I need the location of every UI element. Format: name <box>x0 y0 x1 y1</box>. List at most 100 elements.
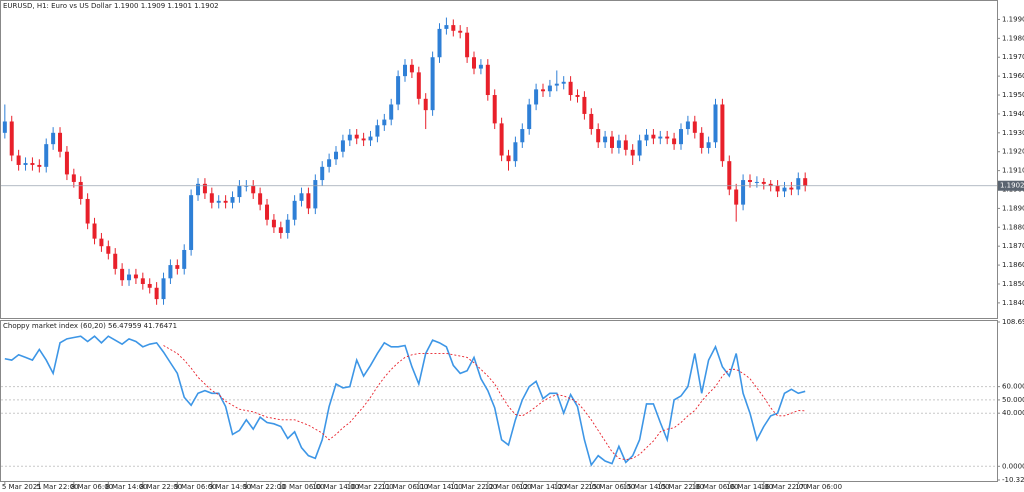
candle-body <box>492 95 497 124</box>
x-tick-label: 8 Mar 22:00 <box>140 483 182 491</box>
candle-body <box>451 25 456 31</box>
candle-body <box>313 180 318 209</box>
candle-body <box>782 187 787 192</box>
candle-body <box>706 142 711 148</box>
candle-body <box>99 238 104 247</box>
x-tick-label: 17 Mar 06:00 <box>795 483 842 491</box>
candle-body <box>334 151 339 160</box>
candle-body <box>678 129 683 145</box>
candle-body <box>140 278 145 284</box>
candle-body <box>409 64 414 73</box>
candle-body <box>437 28 442 58</box>
candle-body <box>444 25 449 29</box>
candle-body <box>430 57 435 111</box>
candle-body <box>189 195 194 250</box>
candle-body <box>775 185 780 192</box>
candle-body <box>278 227 283 233</box>
y-tick-label: 1.1910 <box>1002 167 1024 175</box>
current-price-box <box>998 180 1024 191</box>
y-tick-label: 60.00000 <box>1002 383 1024 391</box>
candle-body <box>354 134 359 139</box>
y-tick-label: 1.1930 <box>1002 129 1024 137</box>
candle-body <box>699 132 704 148</box>
candle-body <box>609 136 614 148</box>
candle-body <box>375 125 380 137</box>
candle-body <box>389 104 394 120</box>
candle-body <box>485 64 490 96</box>
candle-body <box>196 183 201 196</box>
candle-body <box>58 132 63 152</box>
price-title: EURUSD, H1: Euro vs US Dollar 1.1900 1.1… <box>3 2 219 10</box>
x-tick-label: 15 Mar 06:00 <box>588 483 635 491</box>
x-tick-label: 11 Mar 06:00 <box>381 483 428 491</box>
candle-body <box>44 144 49 167</box>
candle-body <box>796 178 801 190</box>
candle-body <box>616 140 621 148</box>
y-tick-label: 108.69037 <box>1002 318 1024 326</box>
candle-body <box>285 219 290 233</box>
candle-body <box>30 163 35 165</box>
candle-body <box>2 121 7 133</box>
y-tick-label: 40.00000 <box>1002 409 1024 417</box>
candle-body <box>596 129 601 143</box>
candle-body <box>161 278 166 300</box>
x-tick-label: 12 Mar 14:00 <box>519 483 566 491</box>
candle-body <box>175 265 180 269</box>
x-tick-label: 8 Mar 06:00 <box>71 483 113 491</box>
candle-body <box>644 134 649 141</box>
y-tick-label: 1.1860 <box>1002 261 1024 269</box>
candle-body <box>768 183 773 186</box>
indicator-title: Choppy market index (60,20) 56.47959 41.… <box>3 322 177 330</box>
candle-body <box>299 193 304 201</box>
candle-body <box>630 149 635 156</box>
candle-body <box>423 98 428 111</box>
candle-body <box>396 76 401 105</box>
candle-body <box>223 200 228 203</box>
candle-body <box>747 180 752 182</box>
current-price-label: 1.1902 <box>1000 182 1024 190</box>
candle-body <box>713 104 718 143</box>
x-tick-label: 16 Mar 22:00 <box>761 483 808 491</box>
candle-body <box>803 178 808 186</box>
x-tick-label: 12 Mar 06:00 <box>485 483 532 491</box>
y-tick-label: 1.1850 <box>1002 280 1024 288</box>
candle-body <box>568 81 573 96</box>
candle-body <box>9 121 14 156</box>
candle-body <box>623 140 628 150</box>
candle-body <box>209 193 214 203</box>
candle-body <box>78 181 83 199</box>
candle-body <box>720 104 725 162</box>
y-tick-label: 1.1880 <box>1002 223 1024 231</box>
candle-body <box>499 123 504 156</box>
x-tick-label: 12 Mar 22:00 <box>554 483 601 491</box>
x-tick-label: 9 Mar 06:00 <box>174 483 216 491</box>
x-tick-label: 10 Mar 06:00 <box>278 483 325 491</box>
candle-body <box>202 183 207 194</box>
x-tick-label: 11 Mar 22:00 <box>450 483 497 491</box>
x-tick-label: 15 Mar 14:00 <box>623 483 670 491</box>
y-tick-label: -10.32000 <box>1002 476 1024 484</box>
candle-body <box>271 219 276 228</box>
candle-body <box>382 119 387 126</box>
y-tick-label: 1.1950 <box>1002 91 1024 99</box>
x-tick-label: 8 Mar 14:00 <box>105 483 147 491</box>
candle-body <box>637 140 642 156</box>
candle-body <box>416 72 421 99</box>
candle-body <box>306 193 311 209</box>
candle-body <box>692 121 697 133</box>
candle-body <box>672 138 677 145</box>
y-tick-label: 1.1840 <box>1002 299 1024 307</box>
indicator-line <box>4 335 806 467</box>
candle-body <box>789 187 794 190</box>
candle-body <box>85 198 90 224</box>
y-tick-label: 1.1890 <box>1002 204 1024 212</box>
x-tick-label: 10 Mar 14:00 <box>312 483 359 491</box>
candle-body <box>71 174 76 182</box>
candle-body <box>64 151 69 175</box>
candle-body <box>403 64 408 77</box>
x-tick-label: 5 Mar 2021 <box>2 483 42 491</box>
x-tick-label: 10 Mar 22:00 <box>347 483 394 491</box>
y-tick-label: 1.1960 <box>1002 72 1024 80</box>
